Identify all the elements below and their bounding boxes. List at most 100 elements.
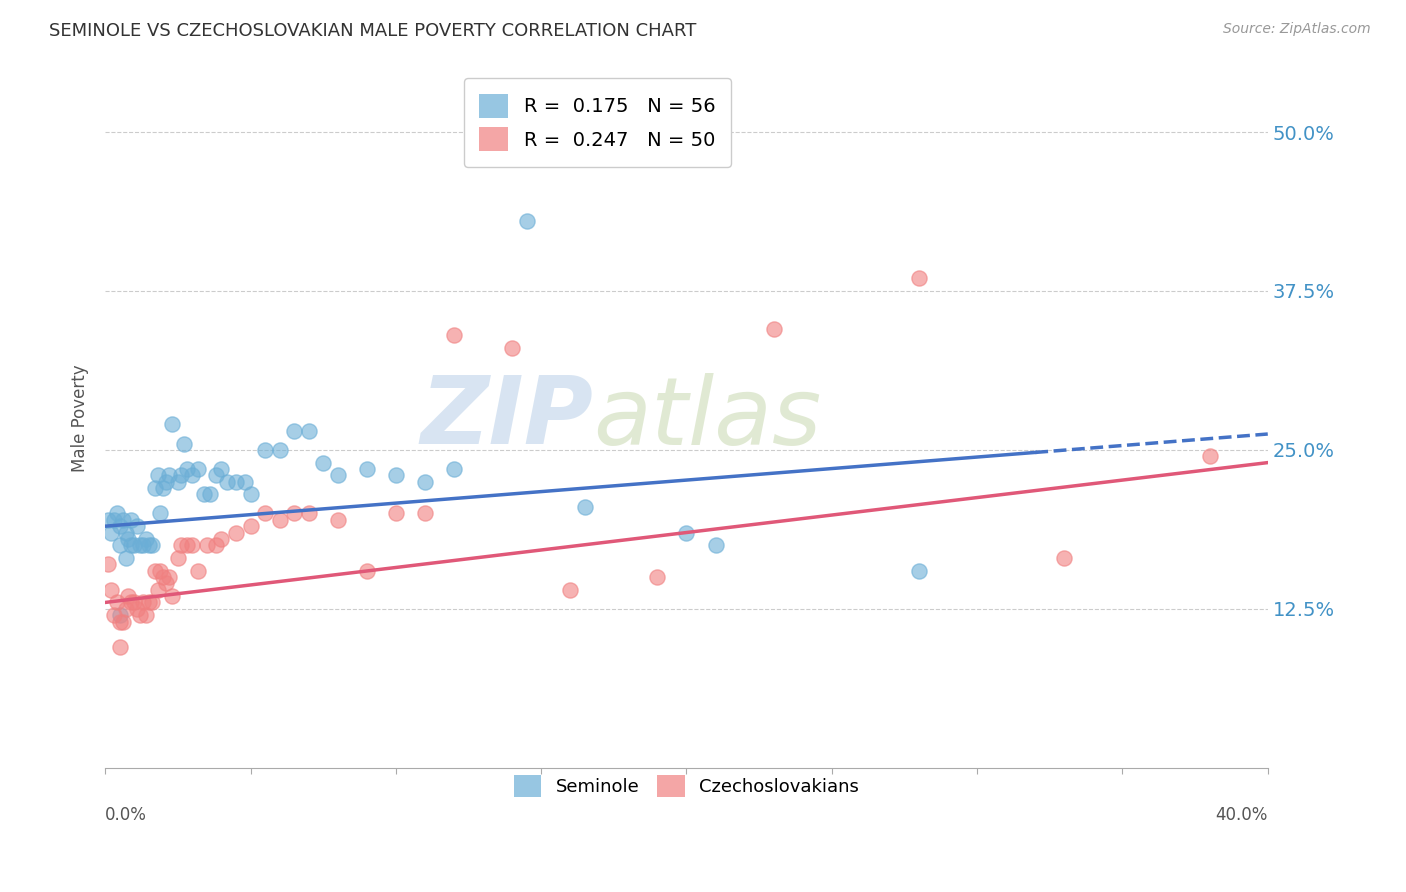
Point: [204, 538, 226, 552]
Point: [117, 532, 139, 546]
Point: [574, 500, 596, 514]
Point: [170, 538, 193, 552]
Point: [187, 462, 209, 476]
Point: [217, 475, 239, 489]
Point: [155, 576, 177, 591]
Point: [675, 525, 697, 540]
Point: [560, 582, 582, 597]
Point: [1053, 551, 1076, 566]
Point: [127, 602, 149, 616]
Point: [129, 608, 152, 623]
Point: [167, 475, 190, 489]
Point: [908, 564, 931, 578]
Point: [195, 538, 218, 552]
Y-axis label: Male Poverty: Male Poverty: [72, 364, 89, 472]
Point: [211, 532, 233, 546]
Point: [167, 551, 190, 566]
Point: [501, 341, 523, 355]
Point: [269, 442, 291, 457]
Point: [173, 436, 195, 450]
Point: [100, 525, 122, 540]
Point: [138, 595, 160, 609]
Point: [108, 640, 131, 654]
Point: [443, 462, 465, 476]
Point: [141, 595, 163, 609]
Point: [193, 487, 215, 501]
Point: [120, 538, 142, 552]
Point: [149, 564, 172, 578]
Point: [413, 507, 436, 521]
Point: [356, 462, 378, 476]
Point: [211, 462, 233, 476]
Point: [143, 481, 166, 495]
Point: [108, 608, 131, 623]
Point: [239, 519, 262, 533]
Point: [762, 322, 785, 336]
Text: atlas: atlas: [593, 373, 821, 464]
Text: Source: ZipAtlas.com: Source: ZipAtlas.com: [1223, 22, 1371, 37]
Point: [103, 513, 125, 527]
Point: [176, 538, 198, 552]
Point: [385, 507, 408, 521]
Point: [111, 513, 134, 527]
Point: [129, 538, 152, 552]
Point: [120, 595, 142, 609]
Point: [298, 507, 321, 521]
Point: [105, 595, 128, 609]
Point: [157, 570, 180, 584]
Point: [181, 538, 204, 552]
Point: [356, 564, 378, 578]
Point: [103, 608, 125, 623]
Point: [385, 468, 408, 483]
Point: [124, 538, 146, 552]
Point: [100, 582, 122, 597]
Point: [146, 468, 169, 483]
Point: [127, 519, 149, 533]
Point: [114, 551, 136, 566]
Point: [198, 487, 221, 501]
Point: [97, 558, 120, 572]
Point: [124, 595, 146, 609]
Point: [114, 525, 136, 540]
Point: [647, 570, 669, 584]
Point: [132, 538, 155, 552]
Point: [704, 538, 727, 552]
Point: [155, 475, 177, 489]
Text: ZIP: ZIP: [420, 372, 593, 464]
Point: [181, 468, 204, 483]
Point: [120, 513, 142, 527]
Point: [283, 424, 305, 438]
Point: [114, 602, 136, 616]
Point: [239, 487, 262, 501]
Point: [170, 468, 193, 483]
Point: [132, 595, 155, 609]
Text: 40.0%: 40.0%: [1215, 806, 1268, 824]
Point: [117, 589, 139, 603]
Legend: Seminole, Czechoslovakians: Seminole, Czechoslovakians: [499, 760, 873, 811]
Point: [413, 475, 436, 489]
Point: [204, 468, 226, 483]
Point: [149, 507, 172, 521]
Point: [269, 513, 291, 527]
Point: [152, 570, 174, 584]
Text: 0.0%: 0.0%: [105, 806, 148, 824]
Point: [135, 608, 157, 623]
Point: [326, 513, 349, 527]
Point: [97, 513, 120, 527]
Point: [138, 538, 160, 552]
Point: [225, 475, 247, 489]
Point: [298, 424, 321, 438]
Point: [108, 615, 131, 629]
Point: [160, 589, 183, 603]
Point: [105, 507, 128, 521]
Point: [176, 462, 198, 476]
Point: [225, 525, 247, 540]
Point: [254, 442, 277, 457]
Point: [326, 468, 349, 483]
Point: [157, 468, 180, 483]
Point: [135, 532, 157, 546]
Point: [160, 417, 183, 432]
Text: SEMINOLE VS CZECHOSLOVAKIAN MALE POVERTY CORRELATION CHART: SEMINOLE VS CZECHOSLOVAKIAN MALE POVERTY…: [49, 22, 696, 40]
Point: [283, 507, 305, 521]
Point: [152, 481, 174, 495]
